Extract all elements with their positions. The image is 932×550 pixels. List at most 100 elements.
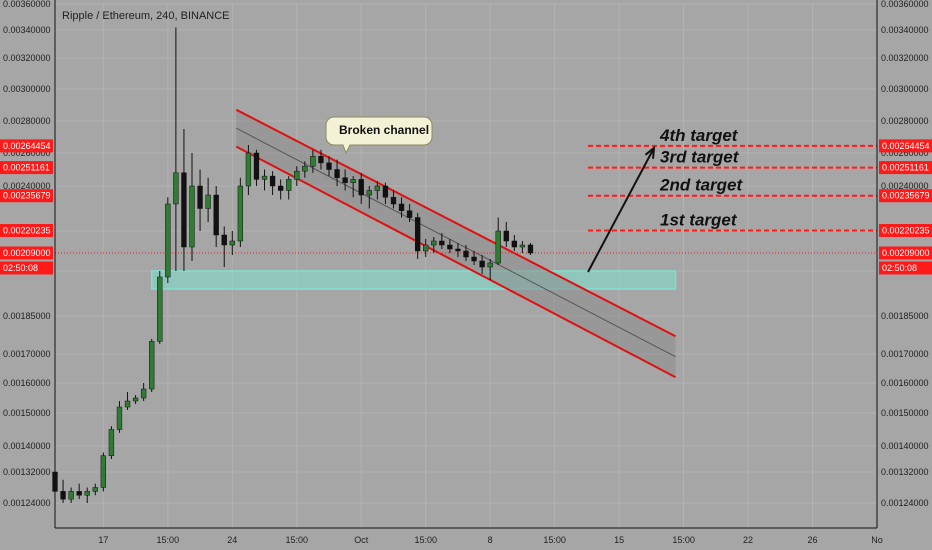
candle-body	[116, 406, 123, 430]
price-tick-label-left: 0.00132000	[3, 467, 51, 477]
candle-body	[173, 172, 179, 205]
candle-body	[423, 244, 429, 252]
candle-body	[503, 230, 509, 242]
price-tick-label-right: 0.00185000	[881, 311, 929, 321]
candle-body	[302, 165, 308, 172]
price-tick-label-left: 0.00240000	[3, 181, 51, 191]
candle-body	[229, 240, 235, 246]
target-arrow-head	[644, 145, 656, 159]
price-tick-label-left: 0.00260000	[3, 148, 51, 158]
candle-body	[124, 400, 131, 408]
candle-body	[414, 217, 421, 252]
time-tick-label: 15:00	[285, 535, 308, 545]
price-tick-label-left: 0.00280000	[3, 116, 51, 126]
candle-body	[68, 491, 74, 500]
candle-body	[326, 162, 332, 170]
candle-body	[157, 276, 163, 342]
price-tick-label-right: 0.00140000	[881, 441, 929, 451]
price-tick-label-right: 0.00160000	[881, 378, 929, 388]
candle-body	[366, 190, 372, 196]
candle-body	[374, 185, 381, 191]
candle-body	[189, 185, 195, 248]
candle-body	[245, 152, 252, 187]
price-tag-right-label: 0.00251161	[882, 163, 929, 173]
candle-body	[205, 194, 211, 209]
price-tag-right-label: 02:50:08	[882, 263, 917, 273]
candle-body	[406, 210, 413, 218]
candle-body	[350, 179, 356, 183]
target-arrow-shaft	[587, 147, 655, 273]
channel-midline	[236, 127, 676, 358]
candle-body	[237, 185, 244, 242]
time-tick-label: 26	[808, 535, 818, 545]
price-tag-left-label: 0.00220235	[3, 225, 51, 235]
time-tick-label: 15	[614, 535, 624, 545]
candle-body	[269, 175, 276, 187]
price-tick-label-left: 0.00150000	[3, 408, 51, 418]
price-tick-label-left: 0.00170000	[3, 349, 51, 359]
time-tick-label: 17	[98, 535, 108, 545]
candle-body	[76, 491, 82, 496]
candle-body	[487, 262, 493, 268]
candle-body	[382, 185, 389, 198]
price-tag-left-label: 0.00209000	[3, 248, 51, 258]
annotation-zones	[55, 108, 877, 379]
annotation-overlay: 4th target 3rd target 2nd target 1st target…	[325, 116, 877, 273]
price-tick-label-left: 0.00140000	[3, 441, 51, 451]
price-tag-left	[0, 223, 53, 237]
candle-body	[132, 397, 139, 402]
candle-body	[479, 260, 485, 268]
candles	[52, 27, 534, 503]
candle-body	[60, 491, 66, 500]
price-tag-left-label: 02:50:08	[3, 263, 38, 273]
candle-body	[140, 388, 147, 399]
candle-body	[197, 185, 203, 209]
candle-body	[519, 244, 526, 248]
candle-body	[261, 175, 268, 180]
candle-body	[463, 250, 469, 258]
time-tick-label: 24	[227, 535, 237, 545]
price-tag-left	[0, 161, 53, 175]
candle-body	[439, 240, 445, 246]
candle-body	[447, 244, 453, 250]
price-tick-label-right: 0.00132000	[881, 467, 929, 477]
callout-bubble	[325, 116, 433, 155]
price-tick-label-right: 0.00150000	[881, 408, 929, 418]
price-tag-left	[0, 261, 53, 275]
channel-upper-line	[235, 108, 676, 338]
price-tag-left-label: 0.00264454	[3, 141, 51, 151]
price-tick-label-right: 0.00300000	[881, 84, 929, 94]
candle-body	[253, 152, 260, 180]
candle-body	[221, 234, 227, 246]
price-tick-label-right: 0.00280000	[881, 116, 929, 126]
price-tick-label-right: 0.00124000	[881, 498, 929, 508]
candle-body	[511, 240, 518, 248]
price-tick-label-right: 0.00240000	[881, 181, 929, 191]
price-tag-left	[0, 246, 53, 260]
candle-body	[318, 156, 324, 164]
candle-body	[471, 256, 477, 262]
price-tick-label-right: 0.00340000	[881, 25, 929, 35]
channel-lower-line	[235, 145, 676, 379]
price-tag-left-label: 0.00235679	[3, 191, 51, 201]
price-tick-label-left: 0.00300000	[3, 84, 51, 94]
candle-body	[431, 240, 437, 246]
price-tag-right-label: 0.00220235	[882, 225, 930, 235]
price-tick-label-right: 0.00320000	[881, 53, 929, 63]
time-tick-label: 8	[488, 535, 493, 545]
time-tick-label: 15:00	[672, 535, 695, 545]
time-tick-label: No	[871, 535, 883, 545]
price-tick-label-left: 0.00185000	[3, 311, 51, 321]
price-tag-right	[879, 189, 932, 203]
target-label: 4th target	[659, 126, 739, 145]
price-tag-left-label: 0.00251161	[3, 163, 50, 173]
candle-body	[495, 230, 501, 264]
candle-body	[165, 203, 171, 278]
target-label: 2nd target	[659, 176, 744, 195]
candle-body	[358, 179, 364, 196]
price-tick-label-right: 0.00260000	[881, 148, 929, 158]
candle-body	[100, 455, 107, 488]
time-tick-label: 15:00	[157, 535, 180, 545]
